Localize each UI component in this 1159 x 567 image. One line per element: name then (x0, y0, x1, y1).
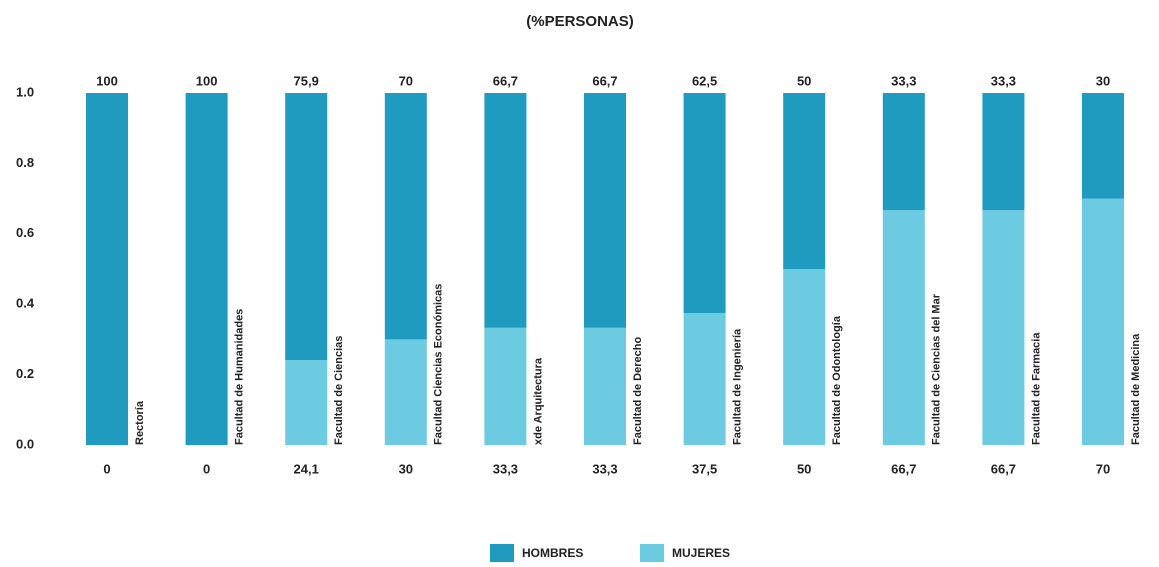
chart-title: (%PERSONAS) (526, 13, 634, 30)
value-label: 0 (203, 461, 210, 476)
bar-segment (783, 269, 826, 445)
y-tick-label: 0.0 (16, 436, 34, 451)
bar-segment (384, 93, 427, 340)
value-label: 24,1 (294, 461, 319, 476)
value-label: 75,9 (294, 73, 319, 88)
y-tick-label: 0.2 (16, 366, 34, 381)
bar-segment (285, 360, 328, 445)
y-tick-label: 0.4 (16, 296, 35, 311)
value-label: 30 (1096, 73, 1110, 88)
value-label: 62,5 (692, 73, 717, 88)
value-label: 66,7 (592, 73, 617, 88)
category-label: Rectoría (134, 400, 146, 445)
y-tick-label: 1.0 (16, 84, 34, 99)
category-label: Facultad de Derecho (632, 337, 644, 445)
value-label: 100 (196, 73, 218, 88)
bar-segment (584, 327, 626, 445)
bar-segment (1082, 198, 1124, 445)
value-label: 33,3 (891, 73, 916, 88)
value-label: 66,7 (493, 73, 518, 88)
bar-segment (982, 93, 1025, 211)
value-label: 100 (96, 73, 118, 88)
bar-segment (484, 93, 527, 328)
bar-segment (285, 93, 328, 361)
legend-swatch (490, 544, 514, 562)
category-label: Facultad de Ciencias del Mar (931, 293, 943, 445)
bar-segment (584, 93, 626, 328)
bar-segment (882, 210, 925, 445)
value-label: 50 (797, 461, 811, 476)
value-label: 33,3 (991, 73, 1016, 88)
bar-segment (683, 313, 726, 445)
bar-segment (683, 93, 726, 313)
category-label: Facultad de Medicina (1130, 333, 1142, 445)
bar-segment (783, 93, 826, 269)
legend-label: HOMBRES (522, 546, 583, 560)
value-label: 0 (103, 461, 110, 476)
value-label: 66,7 (891, 461, 916, 476)
value-label: 70 (399, 73, 413, 88)
category-label: Facultad de Ingeniería (732, 328, 744, 445)
legend-label: MUJERES (672, 546, 730, 560)
bar-segment (185, 93, 228, 445)
value-label: 30 (399, 461, 413, 476)
y-tick-label: 0.6 (16, 225, 34, 240)
value-label: 66,7 (991, 461, 1016, 476)
category-label: Facultad de Ciencias (333, 336, 345, 445)
bar-segment (384, 339, 427, 445)
bar-segment (882, 93, 925, 211)
value-label: 70 (1096, 461, 1110, 476)
value-label: 33,3 (493, 461, 518, 476)
category-label: xde Arquitectura (532, 357, 544, 445)
category-label: Facultad Ciencias Económicas (433, 284, 445, 445)
bar-segment (86, 93, 128, 445)
bar-segment (1082, 93, 1124, 199)
bar-segment (982, 210, 1025, 445)
bar-segment (484, 327, 527, 445)
value-label: 37,5 (692, 461, 717, 476)
legend-swatch (640, 544, 664, 562)
category-label: Facultad de Farmacia (1030, 332, 1042, 445)
y-tick-label: 0.8 (16, 155, 34, 170)
category-label: Facultad de Humanidades (234, 309, 246, 445)
category-label: Facultad de Odontología (831, 315, 843, 445)
value-label: 33,3 (592, 461, 617, 476)
value-label: 50 (797, 73, 811, 88)
